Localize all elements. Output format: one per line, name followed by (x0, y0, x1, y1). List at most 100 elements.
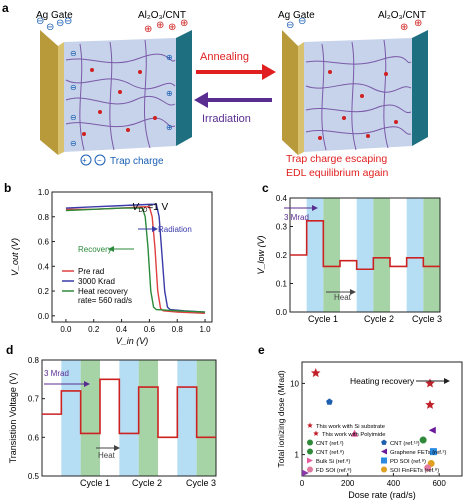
e-legend-entry: PD SOI (ref.⁸) (390, 458, 426, 465)
panel-c-plot: 0.0 0.1 0.2 0.3 0.4 V_low (V) (256, 194, 441, 317)
e-data-point (351, 429, 359, 437)
c-band (373, 198, 390, 312)
e-data-point (429, 448, 437, 456)
caption-line-1: Trap charge escaping (286, 153, 387, 165)
e-data-point (428, 426, 436, 434)
c-band (423, 198, 440, 312)
e-legend-marker (307, 457, 313, 464)
panel-b-plot: 0.0 0.2 0.4 0.6 0.8 1.0 0.0 0.2 0.4 0.6 0.8 1.0 (38, 188, 211, 334)
e-data-point (301, 469, 309, 477)
left-gate-side (40, 30, 58, 155)
e-legend-entry: This work with Si substrate (316, 424, 385, 430)
b-xtick-label: 1.0 (199, 325, 211, 334)
panel-b-letter: b (4, 181, 11, 195)
c-heat-label: Heat (334, 293, 352, 302)
d-band (177, 360, 197, 476)
c-series-line (290, 220, 440, 271)
b-ytick-label: 0.8 (38, 213, 50, 222)
left-channel-label: Al₂O₃/CNT (138, 10, 186, 21)
d-cycle-labels: Cycle 1 Cycle 2 Cycle 3 (80, 478, 216, 488)
right-gate-side (282, 30, 298, 155)
left-channel-side (176, 30, 192, 146)
svg-text:⊖: ⊖ (64, 16, 72, 27)
c-band (356, 198, 374, 312)
panel-e-letter: e (258, 343, 265, 357)
radiation-label: Radiation (158, 225, 192, 234)
d-ylabel: Transistion Voltage (V) (8, 373, 18, 464)
d-dose-label: 3 Mrad (44, 369, 69, 378)
e-data-point (425, 399, 435, 409)
panel-a-letter: a (2, 1, 9, 15)
b-ytick-label: 0.6 (38, 238, 50, 247)
c-dose-label: 3 Mrad (284, 213, 309, 222)
e-legend-marker (307, 439, 313, 446)
vdd-label: VDD=1 V (132, 202, 169, 214)
b-xtick-label: 0.2 (88, 325, 100, 334)
e-legend-entry: SOI FinFETs (ref.⁸) (390, 467, 439, 474)
svg-text:⊖: ⊖ (298, 16, 306, 27)
c-cycle-2: Cycle 2 (364, 314, 394, 324)
caption-line-2: EDL equilibrium again (286, 167, 388, 179)
e-xtick-label: 400 (387, 479, 401, 488)
d-cycle-1: Cycle 1 (80, 478, 110, 488)
plus-legend-icon (80, 154, 92, 166)
left-trap-charges (82, 68, 157, 136)
right-trap-charges (318, 70, 398, 140)
c-ytick-label: 0.2 (276, 251, 288, 260)
left-gate-label: Ag Gate (36, 10, 73, 21)
e-frame (301, 361, 463, 477)
e-legend-marker (381, 466, 387, 473)
e-data-point (310, 368, 321, 378)
svg-text:⊕: ⊕ (414, 18, 422, 29)
b-xtick-label: 0.0 (60, 325, 72, 334)
irradiation-label: Irradiation (202, 113, 251, 125)
legend-3000krad: 3000 Krad (78, 277, 115, 286)
svg-text:⊖: ⊖ (56, 18, 64, 29)
e-xtick-label: 600 (432, 479, 446, 488)
panel-b-legend: Pre rad 3000 Krad Heat recovery rate= 56… (62, 267, 132, 305)
e-legend-marker (381, 457, 387, 464)
b-ylabel: V_out (V) (10, 238, 20, 276)
svg-text:⊖: ⊖ (70, 113, 77, 122)
e-legend-entry: Graphene FETs (ref.²) (390, 450, 446, 456)
svg-text:⊕: ⊕ (156, 20, 164, 31)
e-legend-marker (381, 439, 387, 445)
left-cnt-network (65, 39, 176, 151)
b-series-line (65, 203, 206, 313)
svg-text:⊕: ⊕ (166, 53, 173, 62)
irradiation-arrow: Irradiation (194, 92, 272, 125)
e-legend-entry: CNT (ref.⁸) (316, 449, 344, 456)
c-cycle-labels: Cycle 1 Cycle 2 Cycle 3 (308, 314, 442, 324)
right-gate-face (298, 42, 304, 155)
anneal-label: Annealing (200, 51, 249, 63)
svg-text:⊖: ⊖ (36, 16, 44, 27)
svg-text:⊖: ⊖ (70, 49, 77, 58)
d-band (80, 360, 100, 476)
c-band (306, 198, 324, 312)
d-cycle-3: Cycle 3 (186, 478, 216, 488)
d-band (138, 360, 158, 476)
panel-b: b 0.0 0.2 0.4 0.6 0.8 1.0 0.0 0.2 0.4 0.6 0.8 1.0 V… (4, 181, 213, 346)
b-series-line (65, 207, 206, 313)
b-ytick-label: 0.2 (38, 287, 50, 296)
panel-d-letter: d (6, 343, 13, 357)
b-xlabel: V_in (V) (116, 336, 149, 346)
d-frame (41, 359, 217, 477)
panel-b-frame (51, 191, 213, 323)
panel-b-axis-labels: V_in (V) V_out (V) (10, 238, 148, 346)
c-ytick-label: 0.3 (276, 223, 288, 232)
b-xtick-label: 0.4 (116, 325, 128, 334)
panel-e: e 0 200 400 600 1 10 Dose rate (rad/s) Total io… (258, 343, 463, 500)
c-ytick-label: 0.4 (276, 194, 288, 203)
panel-e-plot: 0 200 400 600 1 10 Dose rate (rad/s) Total ioni… (276, 361, 463, 500)
svg-text:⊖: ⊖ (70, 139, 77, 148)
svg-text:⊖: ⊖ (70, 83, 77, 92)
c-ytick-label: 0.1 (276, 280, 288, 289)
left-gate-charges: ⊖⊖ ⊖ ⊖ (36, 16, 72, 33)
e-ylabel: Total ionizing dose (Mrad) (276, 370, 286, 467)
recovery-label: Recovery (78, 245, 112, 254)
c-band (323, 198, 340, 312)
b-xtick-label: 0.8 (172, 325, 184, 334)
svg-text:⊕: ⊕ (400, 22, 408, 33)
right-device: Ag Gate Al₂O₃/CNT ⊖ ⊖ ⊕ ⊕ (278, 10, 428, 155)
